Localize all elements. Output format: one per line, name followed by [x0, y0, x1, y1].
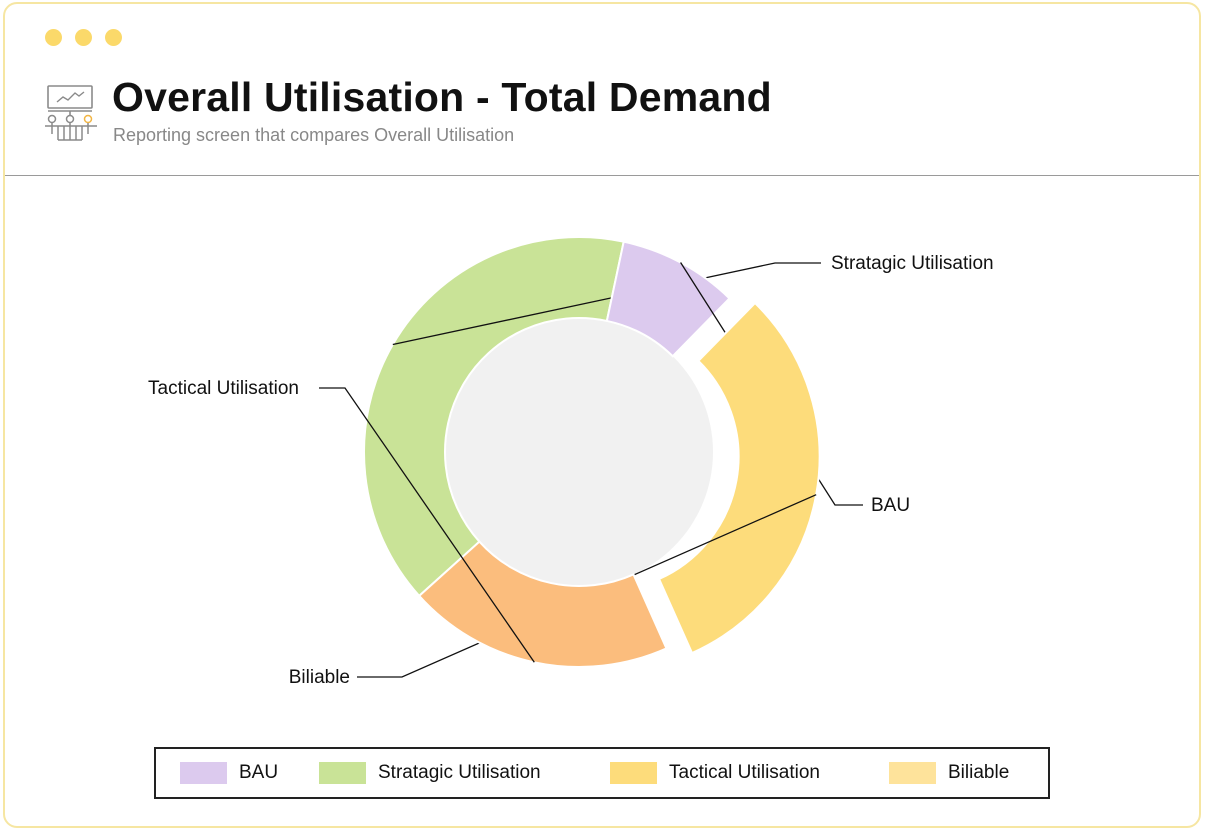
- slice-label-bau: BAU: [871, 495, 910, 516]
- legend-swatch: [889, 762, 936, 784]
- utilisation-donut-chart: Stratagic Utilisation BAU Biliable Tactical…: [148, 236, 994, 688]
- legend-label: Biliable: [948, 762, 1010, 783]
- donut-slice-biliable[interactable]: [657, 301, 821, 655]
- legend-item-tactical-utilisation[interactable]: Tactical Utilisation: [610, 749, 820, 797]
- window-dot-2[interactable]: [75, 29, 92, 46]
- legend-item-biliable[interactable]: Biliable: [889, 749, 1009, 797]
- legend-item-stratagic-utilisation[interactable]: Stratagic Utilisation: [319, 749, 541, 797]
- slice-label-stratagic-utilisation: Stratagic Utilisation: [831, 253, 994, 274]
- legend-label: BAU: [239, 762, 279, 783]
- window-dot-1[interactable]: [45, 29, 62, 46]
- legend-swatch: [180, 762, 227, 784]
- page-title: Overall Utilisation - Total Demand: [112, 74, 772, 120]
- legend-label: Stratagic Utilisation: [378, 762, 541, 783]
- donut-center: [445, 318, 713, 586]
- report-window: Overall Utilisation - Total Demand Repor…: [3, 2, 1201, 828]
- leader-line-stratagic-utilisation: [392, 262, 821, 346]
- legend-swatch: [319, 762, 366, 784]
- legend-label: Tactical Utilisation: [669, 762, 820, 783]
- window-controls: [45, 29, 122, 46]
- legend-item-bau[interactable]: BAU: [180, 749, 278, 797]
- window-dot-3[interactable]: [105, 29, 122, 46]
- chart-legend: BAU Stratagic Utilisation Tactical Utili…: [154, 747, 1050, 799]
- donut-slice-stratagic-utilisation[interactable]: [363, 236, 625, 598]
- donut-slice-bau[interactable]: [605, 240, 731, 358]
- header-divider: [5, 175, 1199, 176]
- leader-line-tactical-utilisation: [319, 387, 535, 663]
- slice-label-tactical-utilisation: Tactical Utilisation: [148, 378, 299, 399]
- presentation-analytics-icon: [45, 85, 97, 141]
- slice-label-biliable: Biliable: [289, 667, 350, 688]
- donut-slice-tactical-utilisation[interactable]: [417, 540, 668, 668]
- leader-line-biliable: [357, 494, 817, 678]
- page-subtitle: Reporting screen that compares Overall U…: [113, 125, 515, 145]
- legend-swatch: [610, 762, 657, 784]
